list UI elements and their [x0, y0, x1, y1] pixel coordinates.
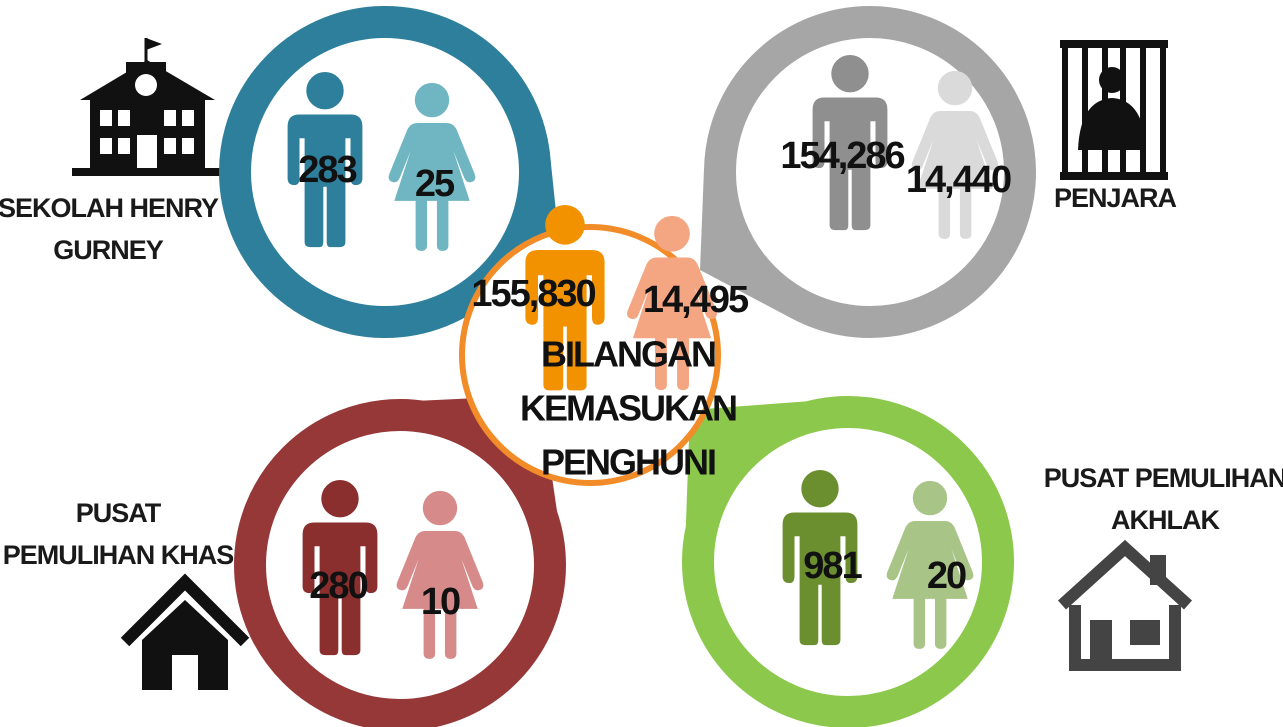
- center-title: BILANGAN: [541, 334, 715, 375]
- male-count: 280: [309, 565, 367, 607]
- male-count: 155,830: [471, 273, 595, 315]
- leg: [959, 184, 972, 239]
- dress: [886, 521, 974, 599]
- head: [801, 470, 839, 508]
- leg: [423, 604, 436, 659]
- female-figure: [627, 215, 717, 391]
- head: [321, 480, 359, 518]
- group-label: SEKOLAH HENRY: [0, 193, 219, 223]
- dress: [396, 531, 484, 609]
- female-figure: [886, 480, 974, 649]
- head: [422, 490, 458, 526]
- dress: [911, 111, 999, 189]
- house-icon: [1057, 539, 1193, 671]
- head: [306, 72, 344, 110]
- center-title: PENGHUNI: [541, 442, 715, 483]
- group-label: PENJARA: [1054, 183, 1177, 213]
- group-label: AKHLAK: [1111, 505, 1220, 535]
- leg: [913, 594, 926, 649]
- body: [302, 522, 378, 656]
- female-count: 25: [415, 163, 455, 205]
- center-title: KEMASUKAN: [520, 388, 736, 429]
- group-label: PUSAT PEMULIHAN: [1044, 463, 1283, 493]
- leg: [436, 196, 449, 251]
- male-figure: [302, 480, 378, 656]
- leg: [444, 604, 457, 659]
- female-count: 14,495: [643, 279, 749, 321]
- body: [782, 512, 858, 646]
- dress: [388, 123, 476, 201]
- body: [525, 250, 605, 391]
- head: [545, 205, 585, 245]
- male-figure: [287, 72, 363, 248]
- jail-icon: [1060, 40, 1168, 180]
- leg: [677, 334, 689, 391]
- female-figure: [388, 82, 476, 251]
- female-count: 10: [421, 581, 460, 623]
- body: [812, 97, 888, 231]
- body: [287, 114, 363, 248]
- head: [831, 55, 869, 93]
- blob-ring: [234, 399, 566, 727]
- female-figure: [911, 70, 999, 239]
- leg: [415, 196, 428, 251]
- male-figure: [525, 205, 605, 391]
- male-count: 981: [803, 545, 862, 587]
- male-count: 154,286: [780, 135, 904, 177]
- leg: [655, 334, 667, 391]
- head: [654, 215, 690, 252]
- group-label: PUSAT: [76, 498, 162, 528]
- female-count: 20: [927, 555, 966, 597]
- male-count: 283: [298, 149, 356, 191]
- female-figure: [396, 490, 484, 659]
- school-icon: [72, 38, 222, 176]
- dress: [627, 257, 717, 339]
- house-icon: [120, 573, 250, 690]
- male-figure: [812, 55, 888, 231]
- male-figure: [782, 470, 858, 646]
- group-label: PEMULIHAN KHAS: [3, 540, 234, 570]
- head: [414, 82, 450, 118]
- leg: [934, 594, 947, 649]
- group-label: GURNEY: [53, 235, 164, 265]
- head: [912, 480, 948, 516]
- head: [937, 70, 973, 106]
- female-count: 14,440: [906, 159, 1011, 201]
- leg: [938, 184, 951, 239]
